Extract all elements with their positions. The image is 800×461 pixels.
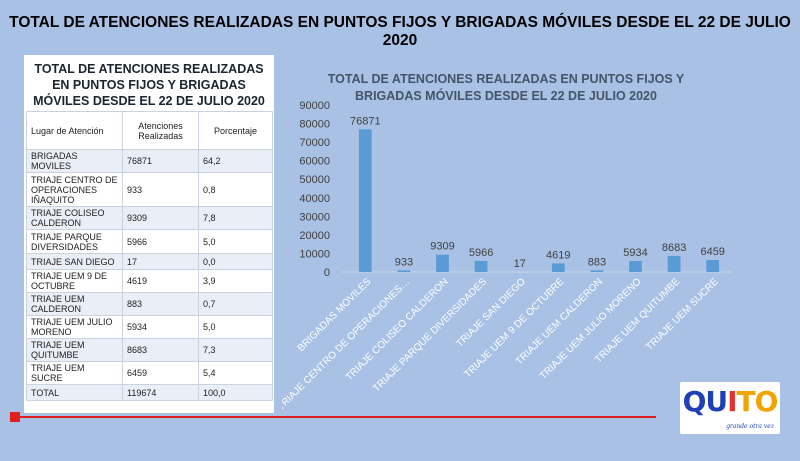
y-tick-label: 20000 [299,230,330,242]
table-title: TOTAL DE ATENCIONES REALIZADAS EN PUNTOS… [24,55,274,111]
logo-part-1: QU [682,385,729,418]
header-atenciones: Atenciones Realizadas [122,111,199,150]
cell-lugar: TRIAJE COLISEO CALDERON [26,206,123,230]
data-label: 883 [588,256,606,268]
cell-atenciones: 5966 [122,229,199,254]
table-row: BRIGADAS MOVILES 76871 64,2 [26,149,273,173]
bar [667,255,681,272]
data-label: 8683 [662,242,686,254]
cell-atenciones: 8683 [122,338,199,362]
cell-atenciones: 933 [122,172,199,207]
data-label: 76871 [350,115,381,127]
accent-square [10,412,20,422]
accent-line [20,416,656,418]
cell-atenciones: 883 [122,292,199,316]
cell-atenciones: 9309 [122,206,199,230]
cell-porcentaje: 0,8 [198,172,273,207]
cell-lugar: TRIAJE UEM SUCRE [26,361,123,385]
cell-lugar: TRIAJE UEM QUITUMBE [26,338,123,362]
y-tick-label: 40000 [299,193,330,205]
table-header-row: Lugar de Atención Atenciones Realizadas … [26,111,273,150]
y-tick-label: 70000 [299,137,330,149]
table-row: TOTAL 119674 100,0 [26,384,273,401]
table-row: TRIAJE UEM 9 DE OCTUBRE 4619 3,9 [26,269,273,293]
y-tick-label: 90000 [299,100,330,112]
y-tick-label: 0 [324,267,330,279]
y-tick-label: 50000 [299,174,330,186]
cell-atenciones: 6459 [122,361,199,385]
cell-lugar: TRIAJE SAN DIEGO [26,253,123,270]
cell-porcentaje: 64,2 [198,149,273,173]
logo-tagline: grande otra vez [726,423,774,430]
x-tick-label: TRIAJE SAN DIEGO [454,276,528,350]
cell-porcentaje: 7,3 [198,338,273,362]
data-table-panel: TOTAL DE ATENCIONES REALIZADAS EN PUNTOS… [24,55,274,413]
bar [629,260,642,272]
table-row: TRIAJE UEM CALDERON 883 0,7 [26,292,273,316]
table-row: TRIAJE CENTRO DE OPERACIONES IÑAQUITO 933… [26,172,273,207]
cell-lugar: TRIAJE UEM CALDERON [26,292,123,316]
cell-porcentaje: 0,7 [198,292,273,316]
table-row: TRIAJE UEM JULIO MORENO 5934 5,0 [26,315,273,339]
data-label: 6459 [700,246,724,258]
header-lugar: Lugar de Atención [26,111,123,150]
logo-wordmark: QUITO [680,386,780,418]
cell-porcentaje: 5,4 [198,361,273,385]
bar [590,270,604,272]
cell-porcentaje: 7,8 [198,206,273,230]
x-tick-label: BRIGADAS MOVILES [296,276,374,354]
table-row: TRIAJE SAN DIEGO 17 0,0 [26,253,273,270]
bar [358,129,372,272]
cell-porcentaje: 3,9 [198,269,273,293]
header-porcentaje: Porcentaje [198,111,273,150]
cell-atenciones: 5934 [122,315,199,339]
bar-chart: TOTAL DE ATENCIONES REALIZADAS EN PUNTOS… [275,62,798,413]
data-label: 4619 [546,249,570,261]
cell-atenciones: 17 [122,253,199,270]
cell-lugar: TOTAL [26,384,123,401]
data-label: 17 [514,258,526,270]
cell-atenciones: 4619 [122,269,199,293]
data-label: 933 [395,256,413,268]
cell-atenciones: 76871 [122,149,199,173]
y-tick-label: 80000 [299,119,330,131]
cell-lugar: TRIAJE UEM JULIO MORENO [26,315,123,339]
cell-atenciones: 119674 [122,384,199,401]
cell-porcentaje: 5,0 [198,229,273,254]
cell-lugar: TRIAJE CENTRO DE OPERACIONES IÑAQUITO [26,172,123,207]
chart-title-line-2: BRIGADAS MÓVILES DESDE EL 22 DE JULIO 20… [355,88,657,103]
table-row: TRIAJE COLISEO CALDERON 9309 7,8 [26,206,273,230]
bar [706,260,720,272]
bar [436,254,449,272]
data-table: Lugar de Atención Atenciones Realizadas … [26,111,273,401]
quito-logo: QUITO grande otra vez [680,382,780,434]
cell-lugar: TRIAJE UEM 9 DE OCTUBRE [26,269,123,293]
chart-title-line-1: TOTAL DE ATENCIONES REALIZADAS EN PUNTOS… [328,72,685,86]
bar [551,263,565,272]
x-tick-label: TRIAJE UEM SUCRE [644,276,721,353]
cell-lugar: BRIGADAS MOVILES [26,149,123,173]
y-tick-label: 10000 [299,248,330,260]
cell-porcentaje: 100,0 [198,384,273,401]
data-label: 5966 [469,247,493,259]
data-label: 5934 [623,247,647,259]
logo-part-3: TO [736,385,779,418]
y-tick-label: 30000 [299,211,330,223]
cell-porcentaje: 0,0 [198,253,273,270]
data-label: 9309 [430,241,454,253]
bar-chart-svg: TOTAL DE ATENCIONES REALIZADAS EN PUNTOS… [275,72,732,413]
table-row: TRIAJE UEM QUITUMBE 8683 7,3 [26,338,273,362]
y-tick-label: 60000 [299,156,330,168]
table-row: TRIAJE PARQUE DIVERSIDADES 5966 5,0 [26,229,273,254]
bar [397,270,411,272]
slide-title: TOTAL DE ATENCIONES REALIZADAS EN PUNTOS… [9,14,791,49]
logo-part-2: I [727,385,737,418]
bar [474,260,488,272]
cell-porcentaje: 5,0 [198,315,273,339]
table-row: TRIAJE UEM SUCRE 6459 5,4 [26,361,273,385]
cell-lugar: TRIAJE PARQUE DIVERSIDADES [26,229,123,254]
